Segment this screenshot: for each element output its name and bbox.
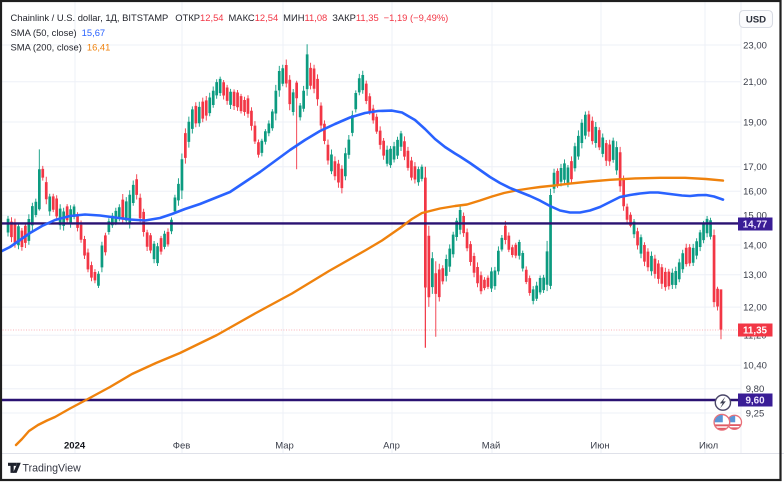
svg-text:9,25: 9,25 [746,408,765,419]
svg-text:Май: Май [482,441,501,452]
svg-text:Мар: Мар [275,441,294,452]
svg-text:14,77: 14,77 [743,219,768,230]
svg-text:USD: USD [746,14,766,25]
svg-text:9,60: 9,60 [745,395,765,406]
svg-text:17,00: 17,00 [743,162,767,173]
svg-text:2024: 2024 [64,441,86,452]
svg-text:TradingView: TradingView [23,463,82,475]
svg-text:SMA (50, close)15,67: SMA (50, close) 15,67 [11,27,106,38]
svg-text:14,00: 14,00 [743,240,767,251]
svg-text:9,80: 9,80 [746,384,765,395]
svg-text:19,00: 19,00 [743,117,767,128]
svg-text:Chainlink / U.S. dollar, 1Д, B: Chainlink / U.S. dollar, 1Д, BITSTAMP ОТК… [11,12,449,23]
svg-text:23,00: 23,00 [743,40,767,51]
svg-text:15,00: 15,00 [743,211,767,222]
svg-text:10,40: 10,40 [743,361,767,372]
svg-text:Фев: Фев [173,441,191,452]
svg-text:16,00: 16,00 [743,187,767,198]
svg-text:11,35: 11,35 [743,325,768,336]
svg-text:21,00: 21,00 [743,77,767,88]
svg-text:Июл: Июл [699,441,718,452]
svg-text:12,00: 12,00 [743,303,767,314]
svg-text:Апр: Апр [383,441,400,452]
svg-text:Июн: Июн [590,441,609,452]
svg-text:13,00: 13,00 [743,270,767,281]
svg-text:SMA (200, close)16,41: SMA (200, close) 16,41 [11,42,111,53]
